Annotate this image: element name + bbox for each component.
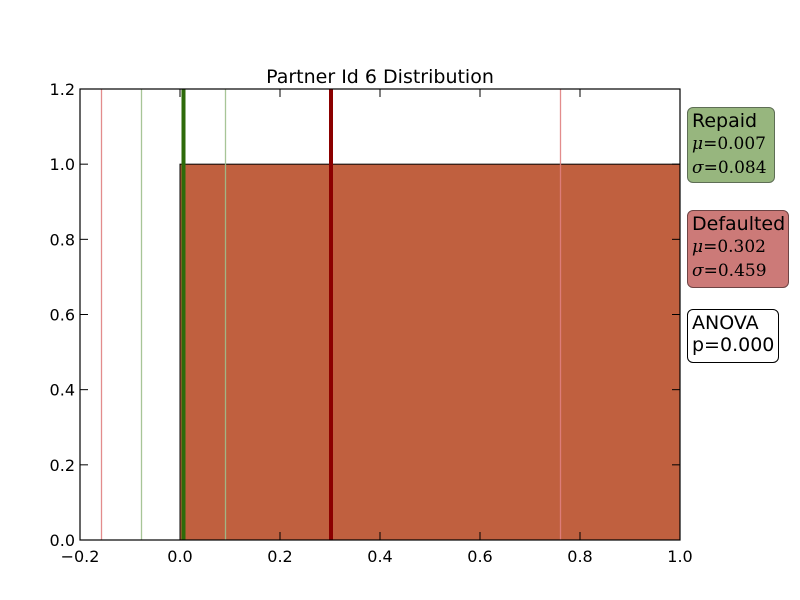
y-tick-label: 0.2 — [50, 456, 75, 475]
x-tick-label: 0.0 — [167, 547, 192, 566]
legend-defaulted-sigma: σ=0.459 — [692, 261, 767, 281]
x-tick-label: 0.2 — [267, 547, 292, 566]
y-tick-label: 0.0 — [50, 531, 75, 550]
legend-repaid-sigma: σ=0.084 — [692, 158, 767, 178]
legend-repaid: Repaid μ=0.007 σ=0.084 — [687, 107, 775, 183]
y-tick-label: 1.2 — [50, 80, 75, 99]
x-tick-label: 0.6 — [467, 547, 492, 566]
x-tick-label: 0.8 — [567, 547, 592, 566]
anova-box: ANOVA p=0.000 — [687, 309, 779, 363]
legend-repaid-mu: μ=0.007 — [692, 134, 766, 154]
legend-repaid-label: Repaid — [692, 110, 758, 132]
legend-defaulted-label: Defaulted — [692, 213, 786, 235]
legend-defaulted: Defaulted μ=0.302 σ=0.459 — [687, 210, 789, 288]
bar-defaulted — [179, 163, 681, 541]
y-tick-label: 0.4 — [50, 381, 75, 400]
x-tick-label: 0.4 — [367, 547, 392, 566]
anova-pvalue: p=0.000 — [692, 334, 775, 356]
chart-title: Partner Id 6 Distribution — [266, 66, 494, 88]
y-tick-label: 0.8 — [50, 230, 75, 249]
y-tick-label: 0.6 — [50, 306, 75, 325]
legend-defaulted-mu: μ=0.302 — [692, 237, 766, 257]
anova-label: ANOVA — [692, 312, 759, 334]
x-tick-label: 1.0 — [667, 547, 692, 566]
x-tick-label: −0.2 — [61, 547, 100, 566]
y-tick-label: 1.0 — [50, 155, 75, 174]
